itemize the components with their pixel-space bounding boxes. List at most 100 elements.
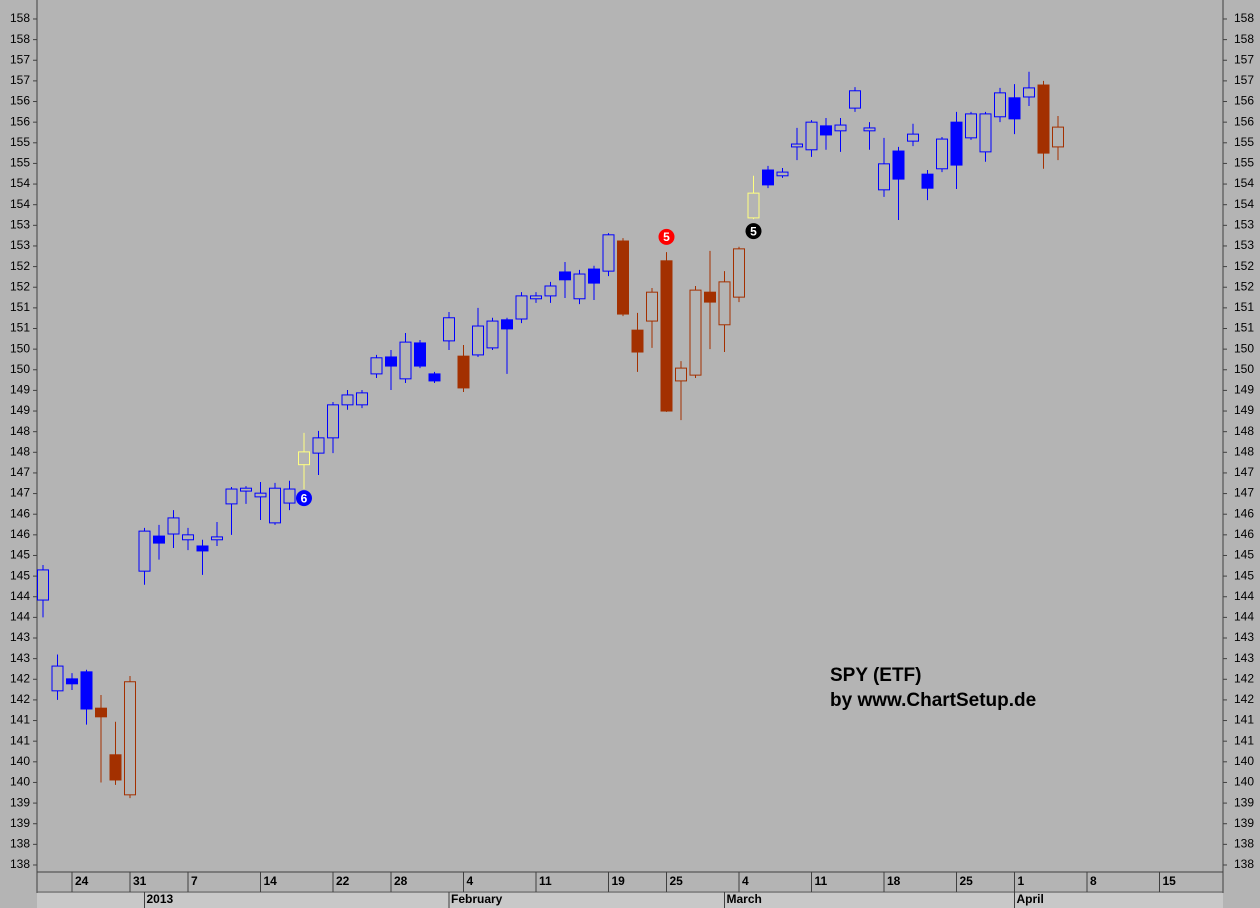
x-tick-label: 15 — [1163, 874, 1177, 888]
candle-body — [385, 356, 397, 367]
y2-tick-label: 158 — [1234, 32, 1254, 46]
y2-tick-label: 140 — [1234, 775, 1254, 789]
candle-body — [138, 530, 151, 572]
chart-title: SPY (ETF) — [830, 665, 922, 686]
candle-body — [370, 357, 383, 375]
y-tick-label: 154 — [10, 197, 30, 211]
y2-tick-label: 138 — [1234, 837, 1254, 851]
y-tick-label: 139 — [10, 795, 30, 809]
y-tick-label: 141 — [10, 733, 30, 747]
candle-body — [878, 163, 890, 191]
candle-body — [182, 534, 194, 541]
candle-body — [849, 90, 861, 109]
y-tick-label: 153 — [10, 217, 30, 231]
signal-label: 6 — [301, 491, 308, 505]
y-tick-label: 150 — [10, 341, 30, 355]
candle-body — [994, 92, 1006, 118]
y2-tick-label: 155 — [1234, 135, 1254, 149]
y2-tick-label: 147 — [1234, 486, 1254, 500]
y-tick-label: 145 — [10, 548, 30, 562]
y2-tick-label: 151 — [1234, 300, 1254, 314]
signal-marker — [745, 223, 762, 240]
candle-body — [211, 536, 223, 541]
candle-body — [283, 488, 296, 504]
candle-body — [834, 124, 847, 132]
candle-body — [921, 173, 934, 189]
y-tick-label: 151 — [10, 300, 30, 314]
candle-body — [747, 192, 760, 219]
y-tick-label: 158 — [10, 11, 30, 25]
y2-tick-label: 152 — [1234, 279, 1254, 293]
y2-tick-label: 145 — [1234, 568, 1254, 582]
candle-body — [443, 317, 455, 342]
candle-body — [196, 545, 209, 552]
y2-tick-label: 139 — [1234, 816, 1254, 830]
y2-tick-label: 152 — [1234, 259, 1254, 273]
candle-body — [501, 319, 513, 330]
candle-body — [109, 754, 122, 781]
y2-tick-label: 143 — [1234, 630, 1254, 644]
x-tick-label: 28 — [394, 874, 408, 888]
candle-body — [167, 517, 180, 535]
y2-tick-label: 141 — [1234, 713, 1254, 727]
chart-subtitle: by www.ChartSetup.de — [830, 690, 1036, 711]
x-tick-label: 18 — [887, 874, 901, 888]
y-tick-label: 155 — [10, 156, 30, 170]
y-tick-label: 156 — [10, 94, 30, 108]
signal-label: 5 — [663, 230, 670, 244]
month-label: March — [727, 892, 762, 906]
candle-body — [863, 127, 876, 132]
y2-tick-label: 146 — [1234, 506, 1254, 520]
candle-body — [805, 121, 818, 151]
candle-body — [762, 169, 774, 186]
candle-body — [66, 678, 78, 685]
y-tick-label: 146 — [10, 506, 30, 520]
y2-tick-label: 145 — [1234, 548, 1254, 562]
y2-tick-label: 141 — [1234, 733, 1254, 747]
y2-tick-label: 154 — [1234, 176, 1254, 190]
y-tick-label: 139 — [10, 816, 30, 830]
candle-body — [124, 681, 136, 796]
y-tick-label: 153 — [10, 238, 30, 252]
y2-tick-label: 147 — [1234, 465, 1254, 479]
y-tick-label: 142 — [10, 692, 30, 706]
y-tick-label: 140 — [10, 775, 30, 789]
y-tick-label: 149 — [10, 403, 30, 417]
candle-body — [573, 273, 586, 300]
y2-tick-label: 153 — [1234, 217, 1254, 231]
candle-body — [559, 271, 571, 281]
y-tick-label: 156 — [10, 114, 30, 128]
month-strip — [37, 893, 1223, 908]
y2-tick-label: 150 — [1234, 362, 1254, 376]
candle-body — [486, 320, 499, 349]
y2-tick-label: 143 — [1234, 651, 1254, 665]
y2-tick-label: 153 — [1234, 238, 1254, 252]
y-tick-label: 154 — [10, 176, 30, 190]
candle-body — [472, 325, 484, 356]
candle-body — [660, 260, 673, 412]
candle-body — [733, 248, 745, 298]
candle-body — [530, 295, 542, 300]
candle-body — [631, 329, 644, 353]
y-tick-label: 142 — [10, 671, 30, 685]
candle-body — [979, 113, 992, 153]
month-label: April — [1017, 892, 1044, 906]
y2-tick-label: 138 — [1234, 857, 1254, 871]
x-tick-label: 4 — [467, 874, 474, 888]
y-tick-label: 141 — [10, 713, 30, 727]
y2-tick-label: 156 — [1234, 114, 1254, 128]
candle-body — [1008, 97, 1021, 120]
y-tick-label: 148 — [10, 424, 30, 438]
candle-body — [95, 707, 107, 718]
x-tick-label: 11 — [815, 874, 828, 888]
candle-body — [37, 569, 49, 601]
y-tick-label: 147 — [10, 465, 30, 479]
y2-tick-label: 157 — [1234, 52, 1254, 66]
y-tick-label: 146 — [10, 527, 30, 541]
candle-body — [153, 535, 165, 544]
candle-body — [646, 291, 658, 322]
x-tick-label: 14 — [264, 874, 278, 888]
candle-body — [936, 138, 948, 170]
